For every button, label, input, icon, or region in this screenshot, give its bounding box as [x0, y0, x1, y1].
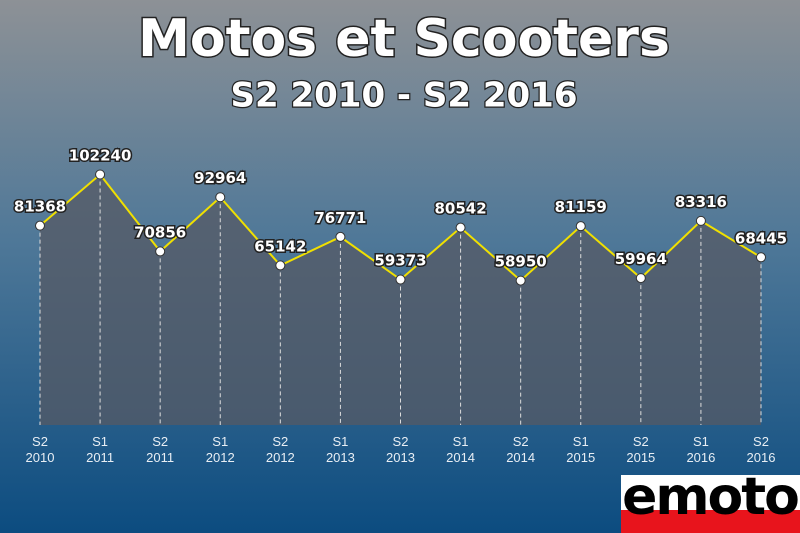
x-tick-label: S1 2014	[446, 434, 475, 465]
x-tick-label-line: 2016	[747, 450, 776, 465]
x-tick-label-line: 2012	[206, 450, 235, 465]
x-tick-label: S1 2013	[326, 434, 355, 465]
x-tick-label-line: S2	[272, 434, 288, 449]
x-tick-label-line: 2013	[386, 450, 415, 465]
x-tick-label: S1 2016	[686, 434, 715, 465]
plot: 81368 102240 70856 92964 65142 76771 59373 8054…	[12, 145, 788, 465]
point	[756, 252, 766, 263]
x-tick-label-line: S2	[633, 434, 649, 449]
value-label: 76771	[314, 209, 366, 227]
x-tick-label-line: S1	[573, 434, 589, 449]
x-tick-label-line: 2015	[566, 450, 595, 465]
point	[95, 169, 106, 180]
value-label: 83316	[675, 193, 727, 211]
point	[695, 215, 706, 226]
point	[155, 246, 166, 257]
x-tick-label-line: S1	[693, 434, 709, 449]
value-label: 92964	[194, 169, 246, 187]
x-tick-label-line: S2	[513, 434, 529, 449]
x-tick-label-line: S2	[152, 434, 168, 449]
value-label: 81159	[555, 198, 607, 216]
x-tick-label-line: 2014	[446, 450, 475, 465]
x-tick-label: S2 2016	[747, 434, 776, 465]
x-tick-label: S2 2014	[506, 434, 535, 465]
value-label: 80542	[434, 200, 486, 218]
chart-title: Motos et Scooters	[138, 9, 670, 69]
value-label: 68445	[735, 229, 787, 247]
x-tick-label-line: S1	[212, 434, 228, 449]
x-tick-label-line: S1	[453, 434, 469, 449]
point	[635, 273, 646, 284]
x-tick-label-line: 2010	[26, 450, 55, 465]
x-tick-label: S1 2015	[566, 434, 595, 465]
x-tick-label-line: 2012	[266, 450, 295, 465]
x-tick-label-line: S1	[92, 434, 108, 449]
value-label: 58950	[495, 253, 547, 271]
logo-text: emoto	[622, 467, 798, 527]
x-tick-label: S2 2010	[26, 434, 55, 465]
value-label: 70856	[134, 223, 186, 241]
logo-bar	[621, 510, 800, 533]
x-tick-label-line: 2011	[146, 450, 174, 465]
value-label: 65142	[254, 237, 306, 255]
value-label: 59964	[615, 250, 667, 268]
point	[335, 231, 346, 242]
x-tick-label: S2 2013	[386, 434, 415, 465]
point	[575, 221, 586, 232]
value-label: 81368	[14, 198, 66, 216]
x-tick-label-line: 2011	[86, 450, 114, 465]
x-tick-label-line: 2014	[506, 450, 535, 465]
logo: emoto	[621, 467, 800, 533]
x-tick-label: S2 2012	[266, 434, 295, 465]
x-tick-label-line: 2015	[626, 450, 655, 465]
x-tick-label: S2 2011	[146, 434, 174, 465]
x-tick-label-line: S2	[393, 434, 409, 449]
x-tick-label-line: S2	[32, 434, 48, 449]
x-tick-label-line: 2016	[686, 450, 715, 465]
point	[215, 192, 226, 203]
value-label: 59373	[374, 252, 426, 270]
point	[395, 274, 406, 285]
x-tick-label: S1 2011	[86, 434, 114, 465]
point	[515, 275, 526, 286]
x-tick-label: S2 2015	[626, 434, 655, 465]
point	[275, 260, 286, 271]
x-tick-label-line: S1	[332, 434, 348, 449]
point	[35, 220, 45, 231]
x-tick-label: S1 2012	[206, 434, 235, 465]
chart-subtitle: S2 2010 - S2 2016	[230, 76, 577, 116]
x-tick-label-line: 2013	[326, 450, 355, 465]
point	[455, 222, 466, 233]
value-label: 102240	[69, 147, 132, 165]
x-tick-label-line: S2	[753, 434, 769, 449]
